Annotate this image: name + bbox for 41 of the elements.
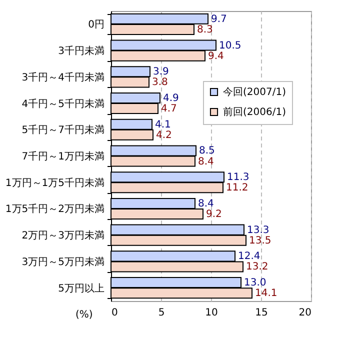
legend-label: 今回(2007/1)	[223, 86, 286, 98]
y-tick-label: 1万5千円～2万円未満	[5, 203, 104, 216]
data-label: 4.7	[161, 104, 177, 115]
data-label: 13.3	[247, 224, 270, 236]
y-tick-label: 3万円～5万円未満	[22, 256, 104, 268]
y-tick-label: 5千円～7千円未満	[22, 124, 104, 136]
x-tick-label: 5	[158, 308, 165, 318]
data-label: 11.2	[226, 182, 248, 194]
data-label: 10.5	[219, 40, 242, 52]
x-tick-label: 10	[205, 308, 218, 318]
y-tick-label: 1万円～1万5千円未満	[5, 176, 104, 189]
data-label: 9.2	[206, 209, 222, 220]
y-tick-label: 2万円～3万円未満	[22, 230, 104, 242]
y-tick-label: 3千円～4千円未満	[22, 71, 104, 84]
data-label: 13.5	[249, 235, 272, 246]
y-tick-label: 3千円未満	[58, 45, 104, 58]
data-label: 9.4	[208, 50, 224, 62]
x-tick-label: 15	[255, 308, 268, 318]
x-axis-title: (%)	[76, 310, 93, 320]
y-tick-label: 4千円～5千円未満	[22, 98, 104, 110]
data-label: 12.4	[238, 251, 260, 262]
data-label: 9.7	[211, 14, 227, 25]
data-label: 8.4	[198, 198, 214, 210]
y-tick-label: 7千円～1万円未満	[22, 150, 104, 162]
data-label: 14.1	[255, 288, 278, 300]
data-label: 11.3	[227, 172, 250, 184]
data-label: 8.3	[197, 24, 213, 36]
data-label: 3.8	[152, 77, 168, 88]
x-tick-label: 0	[112, 308, 118, 318]
data-label: 4.9	[163, 93, 179, 104]
x-tick-label: 20	[298, 308, 312, 318]
data-label: 13.0	[244, 278, 266, 289]
data-label: 4.2	[156, 130, 172, 141]
y-tick-label: 5万円以上	[58, 282, 104, 294]
data-label: 4.1	[155, 119, 171, 130]
data-label: 8.4	[198, 156, 214, 168]
data-label: 13.2	[246, 262, 268, 273]
data-label: 3.9	[153, 66, 169, 78]
legend-label: 前回(2006/1)	[223, 106, 286, 118]
y-tick-label: 0円	[88, 20, 104, 31]
data-label: 8.5	[199, 146, 215, 157]
